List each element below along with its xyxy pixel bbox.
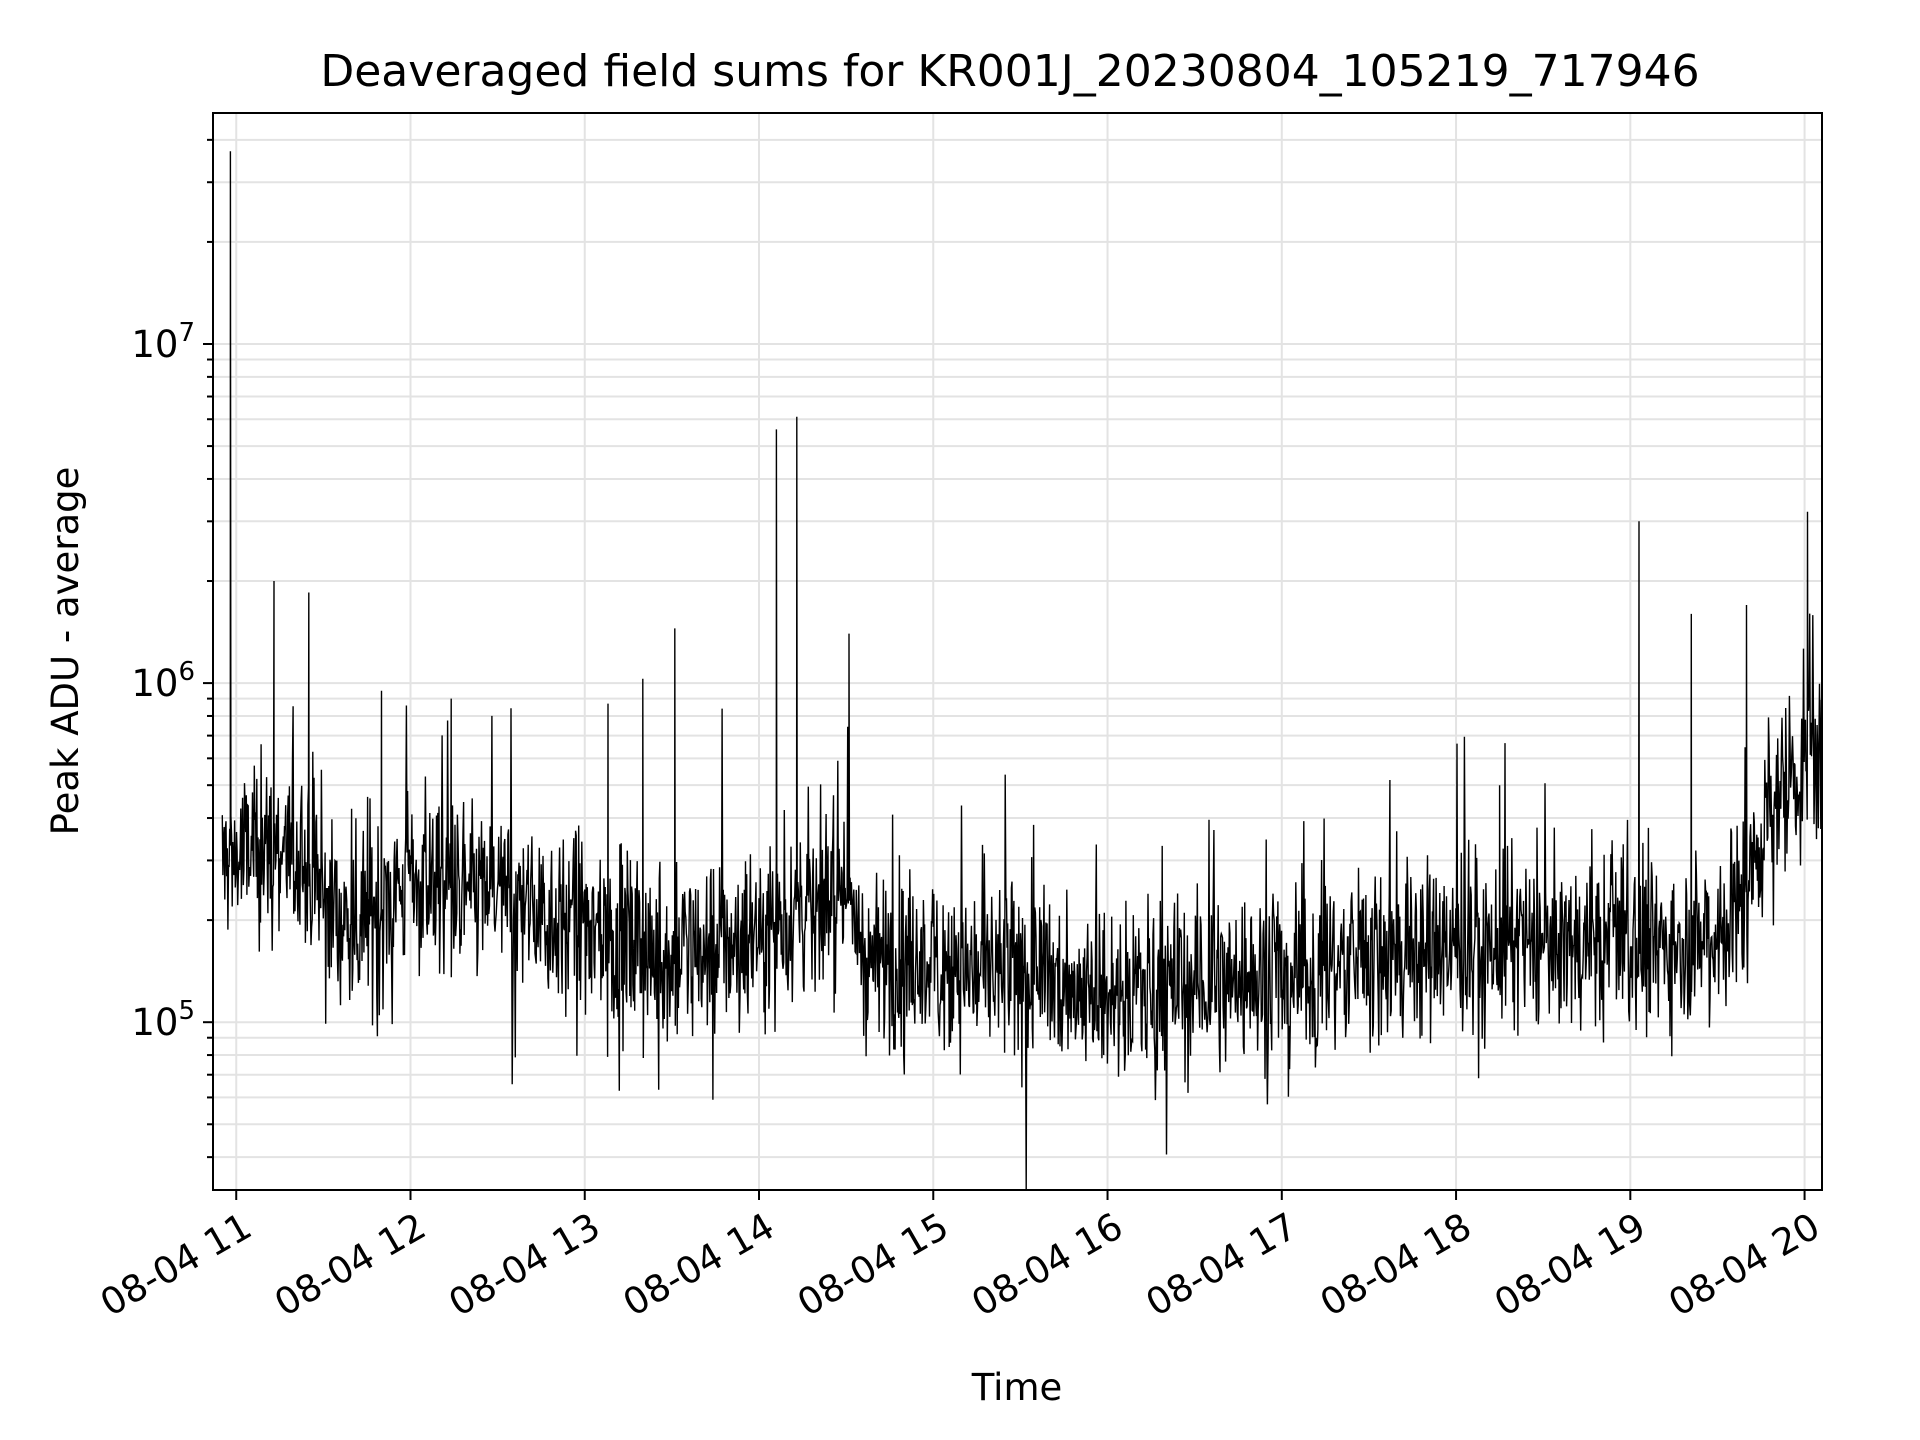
plot-frame — [212, 112, 1823, 1191]
y-axis-label: Peak ADU - average — [44, 467, 87, 836]
y-tick-label: 106 — [131, 657, 195, 705]
y-axis: 105 106 107 — [131, 138, 213, 1159]
y-tick-label: 107 — [131, 318, 195, 366]
y-tick-label: 105 — [131, 996, 195, 1044]
series-path — [221, 151, 1823, 1190]
x-axis-label: Time — [971, 1366, 1063, 1409]
chart-title: Deaveraged field sums for KR001J_2023080… — [320, 46, 1699, 97]
series-line — [221, 151, 1823, 1190]
